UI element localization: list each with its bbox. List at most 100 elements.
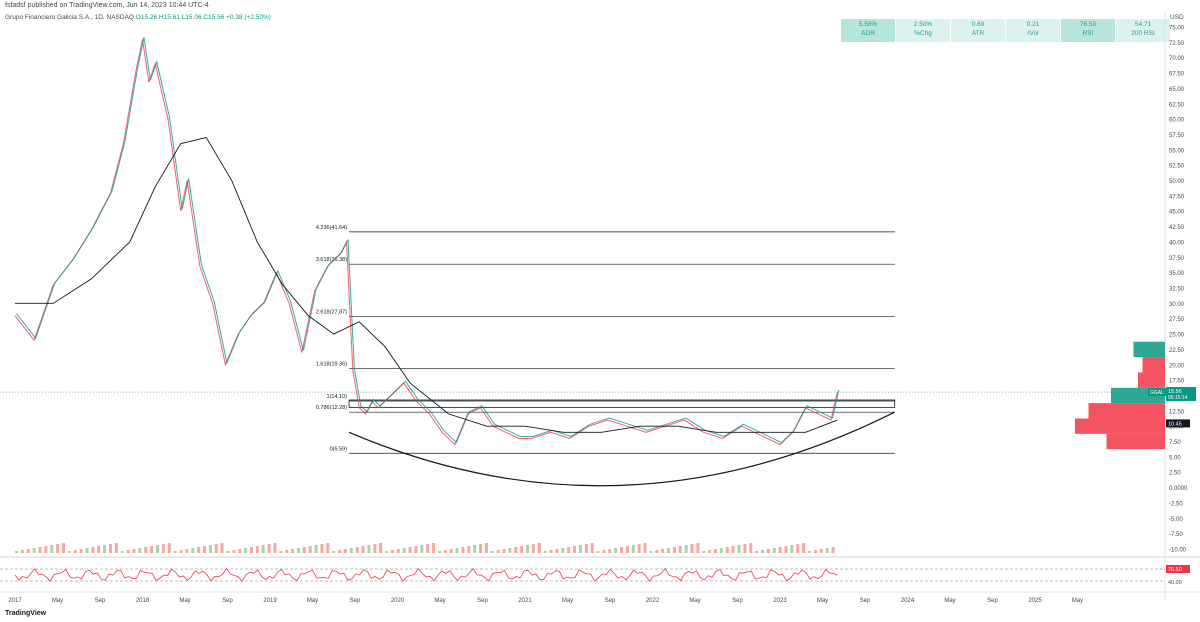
volume-bar <box>26 549 30 553</box>
y-tick-label: 55.00 <box>1169 148 1185 154</box>
x-tick-label: 2020 <box>391 598 405 604</box>
price-series-line-up <box>16 37 840 444</box>
fib-level-label: 1(14.10) <box>327 394 348 400</box>
volume-bar <box>702 551 706 553</box>
volume-bar <box>490 551 494 553</box>
last-price-tag <box>1166 387 1196 402</box>
volume-bar <box>426 544 430 553</box>
volume-bar <box>561 548 565 553</box>
volume-bar <box>320 544 324 553</box>
volume-bar <box>91 547 95 553</box>
x-tick-label: May <box>817 598 828 604</box>
volume-bar <box>719 548 723 553</box>
volume-bar <box>214 544 218 553</box>
volume-bar <box>50 545 54 553</box>
y-tick-label: 72.50 <box>1169 41 1185 47</box>
volume-bar <box>496 550 500 553</box>
last-price-value: 15.56 <box>1168 389 1182 395</box>
volume-bar <box>473 545 477 553</box>
x-tick-label: May <box>52 598 63 604</box>
x-tick-label: May <box>562 598 573 604</box>
volume-bar <box>479 544 483 553</box>
volume-bar <box>549 550 553 553</box>
y-tick-label: 60.00 <box>1169 118 1185 124</box>
volume-bar <box>197 547 201 553</box>
volume-bar <box>226 551 230 553</box>
volume-bar <box>191 548 195 553</box>
volume-bar <box>778 547 782 553</box>
x-tick-label: Sep <box>860 598 871 604</box>
volume-bar <box>813 550 817 553</box>
volume-bar <box>255 546 259 553</box>
ma-price-value: 10.45 <box>1168 421 1182 427</box>
ohlc-values: O15.26 H15.61 L15.06 C15.56 +0.38 (+2.50… <box>135 14 271 21</box>
volume-bar <box>502 549 506 553</box>
volume-bar <box>584 544 588 553</box>
volume-bar <box>661 549 665 553</box>
volume-bar <box>772 548 776 553</box>
volume-bar <box>690 544 694 553</box>
volume-bar <box>108 544 112 553</box>
volume-bar <box>161 544 165 553</box>
volume-bar <box>355 547 359 553</box>
volume-bar <box>678 546 682 553</box>
volume-bar <box>390 550 394 553</box>
volume-bar <box>467 546 471 553</box>
y-tick-label: 27.50 <box>1169 317 1185 323</box>
x-tick-label: May <box>1072 598 1083 604</box>
volume-bar <box>531 544 535 553</box>
volume-bar <box>578 545 582 553</box>
x-tick-label: Sep <box>95 598 106 604</box>
volume-bar <box>396 549 400 553</box>
volume-bar <box>15 551 18 553</box>
y-tick-label: 22.50 <box>1169 348 1185 354</box>
volume-bar <box>714 549 718 553</box>
volume-bar <box>144 547 148 553</box>
volume-bar <box>138 548 142 553</box>
y-tick-label: 47.50 <box>1169 194 1185 200</box>
volume-bar <box>708 550 712 553</box>
volume-bar <box>555 549 559 553</box>
last-symbol-text: GGAL <box>1150 390 1164 396</box>
volume-bar <box>414 546 418 553</box>
volume-bar <box>79 549 83 553</box>
volume-bar <box>56 544 60 553</box>
volume-bar <box>637 544 641 553</box>
stat-adr: 5.58% ADR <box>841 19 895 42</box>
volume-bar <box>20 550 24 553</box>
volume-profile-bar <box>1133 341 1165 358</box>
volume-bar <box>308 546 312 553</box>
x-tick-label: 2023 <box>773 598 787 604</box>
volume-bar <box>667 548 671 553</box>
volume-profile-bar <box>1138 372 1165 388</box>
stats-table: 5.58% ADR 2.50% %Chg 0.69 ATR 0.21 rVol 76.5… <box>841 19 1171 42</box>
volume-bar <box>620 547 624 553</box>
x-tick-label: Sep <box>732 598 743 604</box>
volume-bar <box>261 545 265 553</box>
volume-bar <box>385 551 389 553</box>
volume-bar <box>285 550 289 553</box>
volume-bar <box>743 544 747 553</box>
brand-name: TradingView <box>5 610 47 617</box>
stat-change: 2.50% %Chg <box>896 19 950 42</box>
volume-bar <box>291 549 295 553</box>
x-tick-label: May <box>944 598 955 604</box>
volume-bar <box>343 549 347 553</box>
volume-bar <box>38 547 42 553</box>
volume-bar <box>537 543 541 553</box>
volume-bar <box>696 543 700 553</box>
stat-value: 5.58% <box>858 21 878 28</box>
stat-value: 2.50% <box>913 21 933 28</box>
volume-bar <box>402 548 406 553</box>
volume-bar <box>32 548 36 553</box>
stat-atr: 0.69 ATR <box>951 19 1005 42</box>
fib-level-label: 0.786(12.28) <box>316 405 347 411</box>
volume-bar <box>725 547 729 553</box>
x-tick-label: May <box>434 598 445 604</box>
y-tick-label: 2.50 <box>1169 471 1181 477</box>
y-tick-label: 20.00 <box>1169 363 1185 369</box>
volume-bar <box>103 545 107 553</box>
fib-level-label: 1.618(19.36) <box>316 362 347 368</box>
stat-label: rVol <box>1027 29 1039 37</box>
